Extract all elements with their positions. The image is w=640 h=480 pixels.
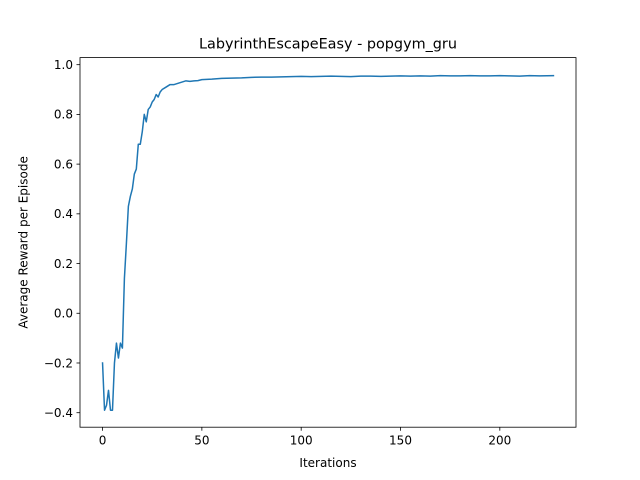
y-tick-label: 0.0 <box>54 307 73 321</box>
y-tick-label: 0.8 <box>54 108 73 122</box>
x-tick-label: 50 <box>194 434 209 448</box>
y-tick-label: 0.4 <box>54 207 73 221</box>
x-tick-label: 150 <box>389 434 412 448</box>
chart-title: LabyrinthEscapeEasy - popgym_gru <box>199 37 457 53</box>
y-tick-label: 1.0 <box>54 58 73 72</box>
axes-frame <box>79 57 577 428</box>
series-line-0 <box>101 74 555 411</box>
plot-area <box>101 74 555 411</box>
x-tick-label: 200 <box>488 434 511 448</box>
axis-ticks: 0 50 100 150 200 −0.4 −0.2 0.0 0.2 0.4 0.6 0.8 1.0 <box>44 58 511 448</box>
y-tick-label: 0.2 <box>54 257 73 271</box>
y-tick-label: 0.6 <box>54 157 73 171</box>
x-tick-label: 100 <box>290 434 313 448</box>
x-axis-label: Iterations <box>299 456 356 470</box>
y-axis-label: Average Reward per Episode <box>17 156 31 328</box>
x-tick-label: 0 <box>99 434 107 448</box>
y-tick-label: −0.2 <box>44 356 73 370</box>
y-tick-label: −0.4 <box>44 406 73 420</box>
